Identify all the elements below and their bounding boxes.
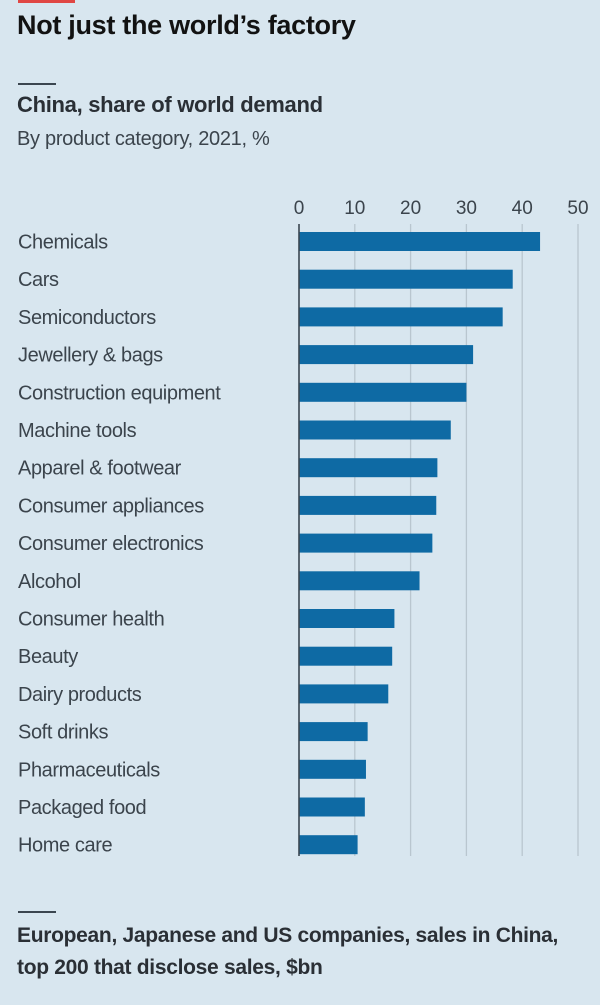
x-tick-label: 50 <box>567 198 588 219</box>
category-label: Apparel & footwear <box>18 458 182 480</box>
x-tick-label: 20 <box>400 198 421 219</box>
category-labels: Chemicals Cars Semiconductors Jewellery & b… <box>18 232 222 857</box>
category-label: Home care <box>18 835 112 857</box>
category-label: Consumer appliances <box>18 495 204 517</box>
bar <box>299 345 474 365</box>
chart-title: China, share of world demand <box>17 92 323 117</box>
section-rule-2 <box>18 911 56 913</box>
bar <box>299 382 467 402</box>
category-label: Soft drinks <box>18 722 108 744</box>
category-label: Construction equipment <box>18 382 221 404</box>
x-tick-label: 30 <box>456 198 477 219</box>
category-label: Machine tools <box>18 420 137 442</box>
bar <box>299 797 365 817</box>
brand-tag <box>18 0 75 3</box>
bar <box>299 458 438 478</box>
bar-chart: 0 10 20 30 40 50 Chemicals Cars Semiconductors J… <box>18 198 589 857</box>
category-label: Jewellery & bags <box>18 345 163 367</box>
bars <box>299 232 541 855</box>
bar <box>299 269 513 289</box>
category-label: Pharmaceuticals <box>18 759 160 781</box>
bar <box>299 759 366 779</box>
bar <box>299 571 420 591</box>
category-label: Alcohol <box>18 571 81 593</box>
next-chart-title: European, Japanese and US companies, sal… <box>17 924 559 979</box>
category-label: Packaged food <box>18 797 146 819</box>
bar <box>299 420 451 440</box>
category-label: Semiconductors <box>18 307 156 329</box>
page-title: Not just the world’s factory <box>17 10 356 40</box>
bar <box>299 684 389 704</box>
x-tick-label: 0 <box>294 198 305 219</box>
category-label: Dairy products <box>18 684 142 706</box>
category-label: Consumer health <box>18 609 164 631</box>
category-label: Beauty <box>18 646 78 668</box>
section-rule <box>18 83 56 85</box>
bar <box>299 232 541 251</box>
x-axis-ticks: 0 10 20 30 40 50 <box>294 198 589 219</box>
chart-subtitle: By product category, 2021, % <box>17 128 270 150</box>
bar <box>299 495 437 515</box>
x-tick-label: 40 <box>512 198 533 219</box>
bar <box>299 722 368 742</box>
bar <box>299 307 503 327</box>
bar <box>299 835 358 855</box>
bar <box>299 609 395 628</box>
bar <box>299 533 433 553</box>
x-tick-label: 10 <box>344 198 365 219</box>
category-label: Chemicals <box>18 232 108 254</box>
category-label: Consumer electronics <box>18 533 204 555</box>
category-label: Cars <box>18 269 59 291</box>
bar <box>299 646 393 666</box>
